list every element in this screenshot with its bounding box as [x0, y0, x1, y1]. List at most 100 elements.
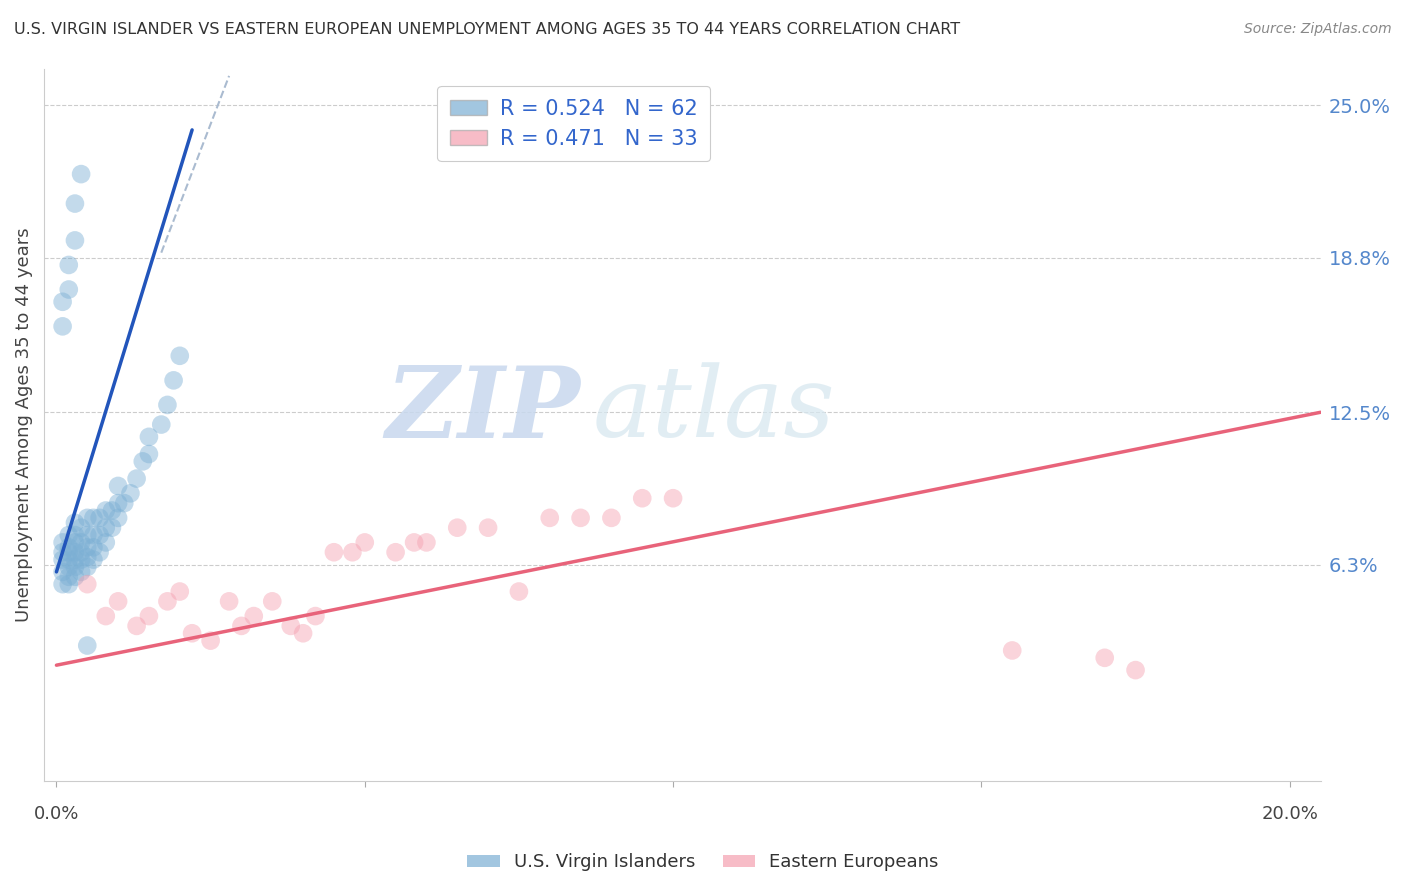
Point: [63, 570, 86, 584]
Point: [58, 560, 80, 574]
Text: 20.0%: 20.0%: [1261, 805, 1319, 823]
Point: [200, 633, 222, 648]
Point: [101, 521, 124, 535]
Point: [89, 528, 111, 542]
Point: [70, 521, 93, 535]
Point: [538, 511, 561, 525]
Point: [76, 577, 98, 591]
Point: [63, 196, 86, 211]
Point: [323, 545, 346, 559]
Point: [600, 511, 623, 525]
Point: [82, 552, 104, 566]
Point: [150, 417, 173, 432]
Point: [76, 560, 98, 574]
Point: [138, 447, 160, 461]
Point: [76, 541, 98, 555]
Point: [76, 639, 98, 653]
Text: 0.0%: 0.0%: [34, 805, 79, 823]
Point: [52, 577, 75, 591]
Point: [353, 535, 375, 549]
Point: [76, 550, 98, 565]
Point: [82, 541, 104, 555]
Point: [169, 584, 191, 599]
Point: [52, 552, 75, 566]
Text: atlas: atlas: [593, 363, 835, 458]
Text: ZIP: ZIP: [385, 362, 581, 458]
Point: [82, 528, 104, 542]
Point: [477, 521, 499, 535]
Point: [89, 511, 111, 525]
Legend: U.S. Virgin Islanders, Eastern Europeans: U.S. Virgin Islanders, Eastern Europeans: [460, 847, 946, 879]
Point: [94, 521, 117, 535]
Point: [76, 511, 98, 525]
Point: [132, 454, 155, 468]
Point: [52, 319, 75, 334]
Point: [1125, 663, 1147, 677]
Point: [89, 545, 111, 559]
Point: [662, 491, 685, 506]
Point: [138, 430, 160, 444]
Point: [58, 258, 80, 272]
Point: [107, 511, 129, 525]
Point: [63, 552, 86, 566]
Point: [156, 398, 179, 412]
Point: [569, 511, 592, 525]
Y-axis label: Unemployment Among Ages 35 to 44 years: Unemployment Among Ages 35 to 44 years: [15, 227, 32, 622]
Point: [52, 545, 75, 559]
Point: [70, 545, 93, 559]
Point: [181, 626, 204, 640]
Point: [58, 577, 80, 591]
Point: [262, 594, 284, 608]
Point: [415, 535, 437, 549]
Point: [631, 491, 654, 506]
Point: [52, 294, 75, 309]
Point: [58, 545, 80, 559]
Point: [112, 496, 135, 510]
Point: [101, 503, 124, 517]
Point: [120, 486, 142, 500]
Point: [58, 552, 80, 566]
Point: [63, 560, 86, 574]
Point: [242, 609, 264, 624]
Point: [58, 528, 80, 542]
Point: [63, 535, 86, 549]
Point: [63, 545, 86, 559]
Point: [404, 535, 426, 549]
Text: Source: ZipAtlas.com: Source: ZipAtlas.com: [1244, 22, 1392, 37]
Point: [304, 609, 326, 624]
Point: [292, 626, 315, 640]
Point: [70, 552, 93, 566]
Point: [231, 619, 253, 633]
Point: [70, 535, 93, 549]
Legend: R = 0.524   N = 62, R = 0.471   N = 33: R = 0.524 N = 62, R = 0.471 N = 33: [437, 86, 710, 161]
Point: [446, 521, 468, 535]
Point: [70, 565, 93, 579]
Point: [169, 349, 191, 363]
Point: [125, 619, 148, 633]
Point: [156, 594, 179, 608]
Point: [58, 283, 80, 297]
Point: [107, 496, 129, 510]
Point: [342, 545, 364, 559]
Point: [94, 609, 117, 624]
Point: [94, 535, 117, 549]
Point: [280, 619, 302, 633]
Point: [63, 234, 86, 248]
Point: [70, 167, 93, 181]
Point: [125, 472, 148, 486]
Point: [107, 594, 129, 608]
Point: [58, 570, 80, 584]
Point: [58, 541, 80, 555]
Text: U.S. VIRGIN ISLANDER VS EASTERN EUROPEAN UNEMPLOYMENT AMONG AGES 35 TO 44 YEARS : U.S. VIRGIN ISLANDER VS EASTERN EUROPEAN…: [14, 22, 960, 37]
Point: [1001, 643, 1024, 657]
Point: [138, 609, 160, 624]
Point: [52, 565, 75, 579]
Point: [107, 479, 129, 493]
Point: [162, 373, 184, 387]
Point: [52, 535, 75, 549]
Point: [82, 511, 104, 525]
Point: [384, 545, 406, 559]
Point: [218, 594, 240, 608]
Point: [63, 528, 86, 542]
Point: [508, 584, 530, 599]
